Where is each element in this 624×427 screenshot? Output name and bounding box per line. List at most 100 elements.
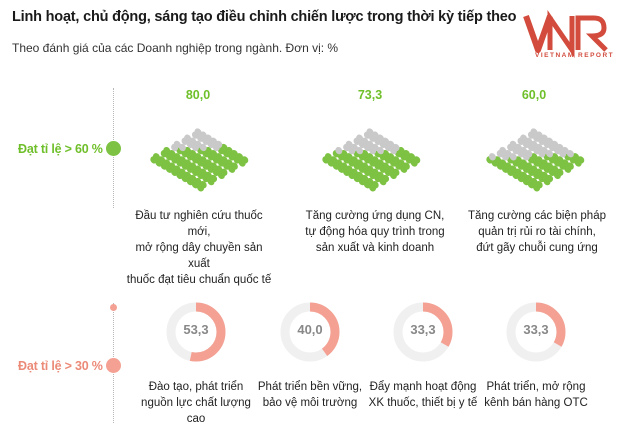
- pictogram-dot-filled: [199, 181, 207, 189]
- donut-value-label-4: 33,3: [523, 322, 549, 337]
- pictogram-cluster-1: [150, 128, 249, 192]
- pictogram-dot-filled: [397, 159, 405, 167]
- pictogram-dot-filled: [408, 153, 416, 161]
- pictogram-dot-filled: [350, 156, 358, 164]
- pictogram-dot-filled: [356, 171, 364, 180]
- pictogram-dot-empty: [520, 134, 528, 142]
- pictogram-dot-filled: [520, 171, 528, 180]
- pictogram-category-label-3: Tăng cường các biện pháp quản trị rủi ro…: [468, 210, 606, 254]
- pictogram-dot-empty: [376, 146, 384, 155]
- pictogram-dot-filled: [340, 162, 348, 170]
- group-low-bullet: [106, 358, 121, 373]
- pictogram-dot-filled: [345, 153, 353, 161]
- pictogram-dot-filled: [230, 150, 238, 158]
- pictogram-dot-filled: [324, 153, 332, 161]
- pictogram-dot-filled: [184, 159, 192, 167]
- pictogram-dot-filled: [535, 181, 543, 189]
- pictogram-dot-filled: [535, 156, 543, 164]
- pictogram-dot-filled: [330, 156, 338, 164]
- pictogram-dot-filled: [345, 165, 353, 173]
- pictogram-dot-filled: [371, 168, 379, 176]
- donut-value-label-2: 40,0: [297, 322, 323, 337]
- pictogram-dot-filled: [402, 162, 410, 170]
- pictogram-dot-filled: [397, 146, 405, 155]
- pictogram-dot-filled: [215, 165, 223, 173]
- donut-category-label-2: Phát triển bền vững, bảo vệ môi trường: [257, 381, 363, 409]
- pictogram-dot-filled: [173, 165, 181, 173]
- pictogram-dot-filled: [236, 153, 244, 161]
- pictogram-dot-filled: [184, 146, 192, 155]
- pictogram-dot-filled: [184, 171, 192, 180]
- pictogram-dot-filled: [158, 156, 166, 164]
- pictogram-dot-empty: [530, 128, 538, 136]
- donut-category-label-3: Đẩy mạnh hoạt động XK thuốc, thiết bị y …: [368, 381, 478, 409]
- pictogram-dot-empty: [509, 153, 517, 161]
- pictogram-dot-empty: [184, 134, 192, 142]
- pictogram-dot-empty: [392, 143, 400, 152]
- donut-arc-3: [393, 302, 453, 362]
- page-title: Linh hoạt, chủ động, sáng tạo điều chỉnh…: [12, 9, 517, 25]
- pictogram-dot-filled: [210, 150, 218, 158]
- pictogram-dot-empty: [371, 143, 379, 152]
- pictogram-dot-filled: [530, 165, 538, 173]
- pictogram-dot-filled: [371, 156, 379, 164]
- pictogram-dot-empty: [499, 146, 507, 155]
- pictogram-dot-filled: [577, 156, 585, 164]
- pictogram-dot-empty: [520, 146, 528, 155]
- pictogram-dot-filled: [163, 146, 171, 155]
- pictogram-dot-filled: [173, 153, 181, 161]
- pictogram-dot-empty: [178, 143, 186, 152]
- pictogram-dot-filled: [220, 156, 228, 164]
- pictogram-dot-filled: [199, 156, 207, 164]
- pictogram-dot-empty: [540, 146, 548, 155]
- pictogram-dot-filled: [382, 174, 390, 183]
- pictogram-dot-filled: [210, 174, 218, 183]
- pictogram-dot-filled: [178, 156, 186, 164]
- pictogram-dot-empty: [525, 137, 533, 145]
- pictogram-dot-filled: [494, 156, 502, 164]
- pictogram-dot-empty: [204, 134, 212, 142]
- pictogram-dot-empty: [530, 140, 538, 149]
- pictogram-dot-filled: [199, 168, 207, 176]
- pictogram-dot-empty: [189, 137, 197, 145]
- pictogram-dot-empty: [514, 143, 522, 152]
- pictogram-dot-filled: [525, 162, 533, 170]
- pictogram-dot-filled: [241, 156, 249, 164]
- pictogram-dot-filled: [215, 153, 223, 161]
- pictogram-dot-filled: [189, 162, 197, 170]
- pictogram-dot-filled: [556, 156, 564, 164]
- pictogram-dot-filled: [413, 156, 421, 164]
- pictogram-dot-filled: [504, 162, 512, 170]
- pictogram-dot-filled: [350, 168, 358, 176]
- pictogram-dot-filled: [168, 162, 176, 170]
- pictogram-dot-filled: [361, 174, 369, 183]
- pictogram-dot-filled: [204, 146, 212, 155]
- pictogram-dot-empty: [504, 150, 512, 158]
- pictogram-dot-filled: [225, 146, 233, 155]
- pictogram-dot-empty: [551, 140, 559, 149]
- page-subtitle: Theo đánh giá của các Doanh nghiệp trong…: [12, 41, 339, 55]
- pictogram-dot-filled: [551, 153, 559, 161]
- pictogram-dot-empty: [566, 150, 574, 158]
- pictogram-value-label-2: 73,3: [357, 88, 383, 102]
- pictogram-dot-filled: [556, 168, 564, 176]
- pictogram-dot-empty: [376, 134, 384, 142]
- pictogram-dot-empty: [215, 140, 223, 149]
- pictogram-dot-filled: [392, 156, 400, 164]
- pictogram-value-label-3: 60,0: [521, 88, 547, 102]
- pictogram-dot-filled: [387, 165, 395, 173]
- pictogram-dot-filled: [356, 159, 364, 167]
- donut-arc-2: [280, 302, 340, 362]
- pictogram-dot-empty: [366, 128, 374, 136]
- pictogram-dot-empty: [350, 143, 358, 152]
- pictogram-dot-empty: [561, 146, 569, 155]
- pictogram-dot-empty: [387, 140, 395, 149]
- pictogram-dot-empty: [199, 143, 207, 152]
- pictogram-dot-filled: [535, 168, 543, 176]
- donut-arc-4: [506, 302, 566, 362]
- pictogram-dot-filled: [566, 162, 574, 170]
- pictogram-dot-filled: [204, 159, 212, 167]
- pictogram-dot-filled: [194, 177, 202, 186]
- pictogram-dot-empty: [546, 137, 554, 145]
